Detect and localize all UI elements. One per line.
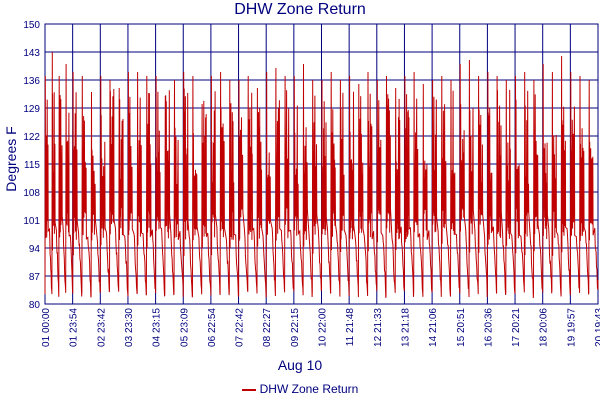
legend: DHW Zone Return [0, 382, 600, 396]
y-tick-label: 115 [24, 160, 40, 171]
y-tick-label: 129 [23, 104, 40, 115]
y-tick-label: 94 [29, 244, 41, 255]
x-tick-label: 01 23:54 [69, 308, 80, 347]
y-tick-label: 122 [23, 132, 40, 143]
y-tick-label: 87 [29, 272, 41, 283]
x-axis-label: Aug 10 [277, 357, 323, 373]
x-tick-label: 03 23:30 [124, 308, 135, 347]
y-tick-label: 80 [29, 300, 41, 311]
x-tick-label: 07 22:42 [235, 308, 246, 347]
legend-label: DHW Zone Return [259, 382, 359, 396]
x-tick-label: 06 22:54 [207, 308, 218, 347]
x-tick-label: 04 23:15 [152, 308, 163, 347]
x-tick-label: 20 19:43 [594, 308, 600, 347]
x-tick-label: 19 19:57 [566, 308, 577, 347]
x-tick-label: 16 20:36 [483, 308, 494, 347]
y-tick-label: 136 [23, 76, 40, 87]
y-tick-label: 108 [23, 188, 40, 199]
y-tick-label: 143 [23, 48, 40, 59]
x-tick-label: 05 23:09 [179, 308, 190, 347]
x-tick-label: 13 21:18 [400, 308, 411, 347]
legend-swatch [241, 388, 256, 391]
series-line-dhw-zone-return [44, 51, 599, 299]
x-tick-label: 01 00:00 [41, 308, 52, 347]
x-tick-label: 11 21:48 [345, 308, 356, 347]
x-tick-label: 15 20:51 [456, 308, 467, 347]
x-tick-label: 18 20:06 [539, 308, 550, 347]
x-tick-label: 09 22:15 [290, 308, 301, 347]
y-tick-label: 150 [23, 20, 40, 31]
chart-title: DHW Zone Return [234, 1, 366, 18]
x-tick-label: 02 23:42 [96, 308, 107, 347]
x-tick-label: 10 22:00 [318, 308, 329, 347]
x-tick-label: 08 22:27 [262, 308, 273, 347]
y-tick-label: 101 [23, 216, 40, 227]
x-tick-label: 17 20:21 [511, 308, 522, 347]
x-tick-label: 14 21:06 [428, 308, 439, 347]
x-tick-label: 12 21:33 [373, 308, 384, 347]
